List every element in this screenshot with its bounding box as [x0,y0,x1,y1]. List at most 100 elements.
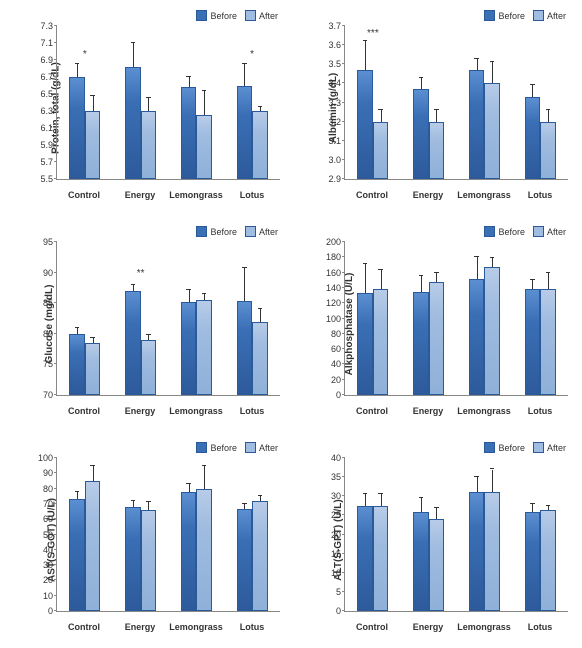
error-bar-after [381,270,382,289]
error-cap-after [90,95,94,96]
bar-after [196,300,212,395]
bar-after [252,111,268,179]
y-tick-label: 3.2 [315,117,341,127]
y-tick-label: 3.7 [315,21,341,31]
error-bar-before [77,492,78,500]
x-tick-label: Energy [400,190,456,200]
bar-after [252,322,268,395]
bar-after [484,492,500,611]
y-tick-label: 6.5 [27,89,53,99]
bar-group [57,242,113,395]
x-tick-label: Lotus [512,622,568,632]
bar-group [401,26,457,179]
error-cap-before [131,42,135,43]
y-tick-label: 200 [315,237,341,247]
bar-group [113,242,169,395]
error-bar-before [421,276,422,291]
legend-swatch-before [196,226,207,237]
error-cap-before [419,497,423,498]
x-tick-label: Energy [400,406,456,416]
error-bar-after [492,470,493,493]
bar-after [85,343,101,395]
y-tick-label: 100 [315,314,341,324]
bar-after [373,289,389,395]
bar-before [357,70,373,179]
y-tick-label: 2.9 [315,174,341,184]
error-cap-before [530,503,534,504]
bar-before [413,512,429,611]
error-bar-after [436,273,437,282]
bar-before [69,77,85,179]
x-tick-label: Energy [400,622,456,632]
bar-group [57,458,113,611]
error-cap-after [546,505,550,506]
bar-before [125,507,141,611]
error-bar-after [260,496,261,501]
x-tick-label: Energy [112,190,168,200]
error-bar-after [492,62,493,83]
error-bar-before [189,77,190,87]
legend-before: Before [196,226,237,237]
error-cap-after [146,501,150,502]
error-bar-after [148,98,149,111]
error-bar-before [133,43,134,67]
bar-after [540,289,556,395]
error-cap-after [434,272,438,273]
bar-group [345,458,401,611]
bar-after [141,111,157,179]
legend-swatch-before [196,10,207,21]
y-tick-label: 7.1 [27,38,53,48]
x-tick-label: Lotus [512,406,568,416]
error-bar-after [381,110,382,121]
legend-label-after: After [547,11,566,21]
bar-group [512,26,568,179]
bar-after [429,519,445,611]
bar-before [413,89,429,179]
legend-label-before: Before [498,11,525,21]
bar-before [413,292,429,395]
error-cap-after [546,272,550,273]
bar-before [357,293,373,395]
error-bar-before [77,64,78,77]
significance-marker: *** [367,28,379,39]
y-tick-label: 20 [27,575,53,585]
legend-label-after: After [259,227,278,237]
chart-alkphos: BeforeAfterAlkphosphatase (U/L)020406080… [296,224,574,424]
bar-after [373,506,389,611]
error-bar-after [436,110,437,121]
legend-label-before: Before [210,11,237,21]
bar-after [429,122,445,179]
legend-label-before: Before [498,227,525,237]
error-cap-after [202,293,206,294]
error-bar-after [204,294,205,300]
legend-label-before: Before [498,443,525,453]
bar-group [113,26,169,179]
bar-groups [57,26,280,179]
x-tick-label: Control [344,406,400,416]
y-tick-label: 5.7 [27,157,53,167]
legend: BeforeAfter [484,442,566,453]
bar-group [457,26,513,179]
bar-group [401,458,457,611]
x-tick-label: Lemongrass [168,622,224,632]
bar-group [345,26,401,179]
bar-groups [345,242,568,395]
y-tick-label: 0 [27,606,53,616]
bar-after [141,510,157,611]
y-tick-label: 75 [27,359,53,369]
legend-after: After [245,226,278,237]
error-bar-before [365,494,366,505]
legend-before: Before [196,442,237,453]
error-bar-before [477,477,478,492]
legend: Before After [484,10,566,21]
x-tick-label: Control [56,406,112,416]
legend: BeforeAfter [196,442,278,453]
error-bar-before [189,484,190,492]
error-bar-after [492,258,493,267]
y-tick-label: 70 [27,499,53,509]
bar-before [69,334,85,395]
bar-after [85,111,101,179]
x-tick-label: Lotus [224,622,280,632]
legend-after: After [245,10,278,21]
y-tick-label: 3.3 [315,98,341,108]
